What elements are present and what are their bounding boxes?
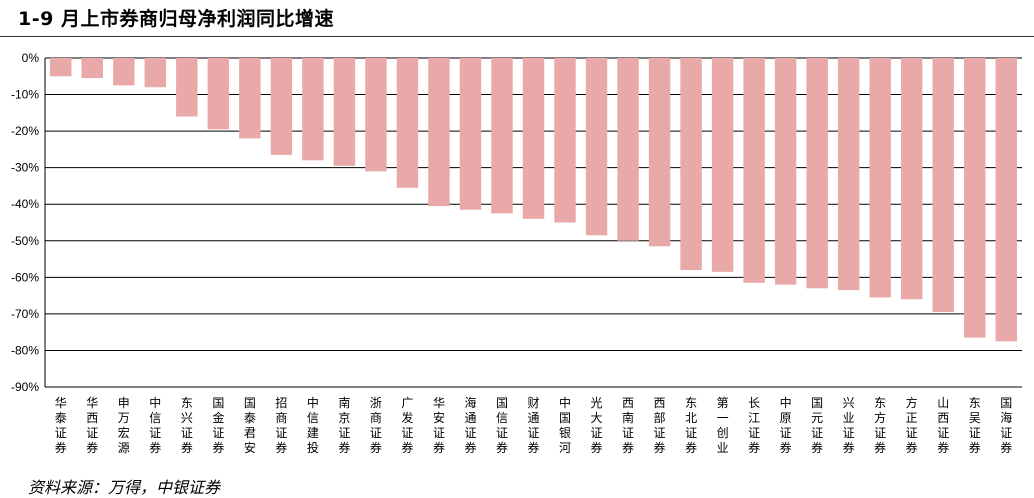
bar [554, 58, 576, 223]
bar [900, 58, 923, 300]
bar [396, 58, 419, 188]
bar [964, 58, 986, 338]
y-tick-label: -10% [11, 88, 39, 102]
x-category-label: 西部证券 [654, 396, 666, 455]
bar [491, 58, 513, 214]
bar [176, 58, 198, 117]
x-category-label: 东兴证券 [181, 396, 193, 455]
bar [995, 58, 1017, 342]
x-category-label: 广发证券 [401, 396, 413, 455]
y-tick-label: -80% [11, 343, 39, 357]
bar [743, 58, 765, 283]
x-category-label: 浙商证券 [370, 396, 382, 455]
y-tick-label: -90% [11, 380, 39, 394]
bar [932, 58, 954, 313]
y-tick-label: -30% [11, 161, 39, 175]
x-category-label: 西南证券 [622, 396, 634, 455]
x-category-label: 国金证券 [212, 396, 224, 455]
x-category-label: 中信建投 [307, 395, 319, 455]
bar [365, 58, 387, 172]
bar [617, 58, 639, 241]
bar [239, 58, 261, 139]
bar [144, 58, 167, 88]
x-category-label: 中信证券 [149, 395, 161, 455]
x-category-label: 国信证券 [496, 396, 508, 455]
chart-title: 1-9 月上市券商归母净利润同比增速 [18, 8, 334, 30]
x-category-label: 东吴证券 [969, 396, 981, 455]
x-category-label: 东方证券 [874, 396, 886, 455]
bar [459, 58, 482, 210]
x-category-label: 中国银河 [559, 395, 571, 455]
title-divider [0, 36, 1034, 37]
x-category-label: 兴业证券 [843, 396, 855, 455]
bar [270, 58, 293, 155]
x-category-label: 山西证券 [937, 396, 949, 455]
x-category-label: 长江证券 [748, 396, 760, 455]
x-category-label: 国泰君安 [244, 396, 256, 455]
x-category-label: 国元证券 [811, 396, 823, 455]
x-category-label: 华安证券 [433, 396, 445, 455]
y-tick-label: -70% [11, 307, 39, 321]
x-category-label: 方正证券 [906, 395, 918, 455]
bar [648, 58, 671, 247]
source-note: 资料来源：万得，中银证券 [28, 478, 221, 497]
bar [333, 58, 356, 166]
bar [806, 58, 828, 289]
x-category-label: 中原证券 [780, 395, 792, 455]
x-category-label: 国海证券 [1000, 396, 1012, 455]
x-category-label: 海通证券 [464, 395, 476, 455]
x-category-label: 华西证券 [86, 396, 98, 455]
y-tick-label: 0% [22, 51, 40, 65]
bar [869, 58, 891, 298]
bar [711, 58, 734, 272]
bar [774, 58, 797, 285]
bar [113, 58, 135, 86]
bar [680, 58, 702, 271]
bar [81, 58, 103, 79]
x-category-label: 招商证券 [275, 396, 287, 455]
bar [522, 58, 545, 219]
x-category-label: 光大证券 [591, 396, 603, 455]
bar [207, 58, 230, 130]
bar [50, 58, 72, 77]
bar [585, 58, 608, 236]
x-category-label: 第一创业 [717, 396, 729, 455]
y-tick-label: -20% [11, 124, 39, 138]
y-tick-label: -60% [11, 270, 39, 284]
y-tick-label: -40% [11, 197, 39, 211]
y-tick-label: -50% [11, 234, 39, 248]
bar [837, 58, 860, 291]
x-category-label: 南京证券 [338, 395, 350, 455]
bar [302, 58, 324, 161]
x-category-label: 财通证券 [527, 396, 539, 455]
x-category-label: 华泰证券 [55, 396, 67, 455]
bar [428, 58, 450, 207]
x-category-label: 东北证券 [685, 396, 697, 455]
x-category-label: 申万宏源 [118, 396, 130, 455]
